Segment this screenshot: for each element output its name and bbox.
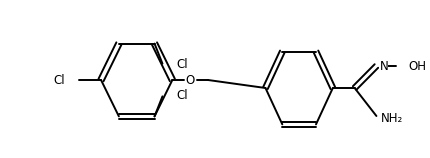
Text: N: N	[379, 60, 388, 73]
Text: Cl: Cl	[54, 75, 65, 88]
Text: OH: OH	[408, 60, 426, 73]
Text: NH₂: NH₂	[381, 112, 402, 125]
Text: Cl: Cl	[176, 89, 188, 102]
Text: Cl: Cl	[176, 58, 188, 71]
Text: O: O	[186, 73, 195, 86]
